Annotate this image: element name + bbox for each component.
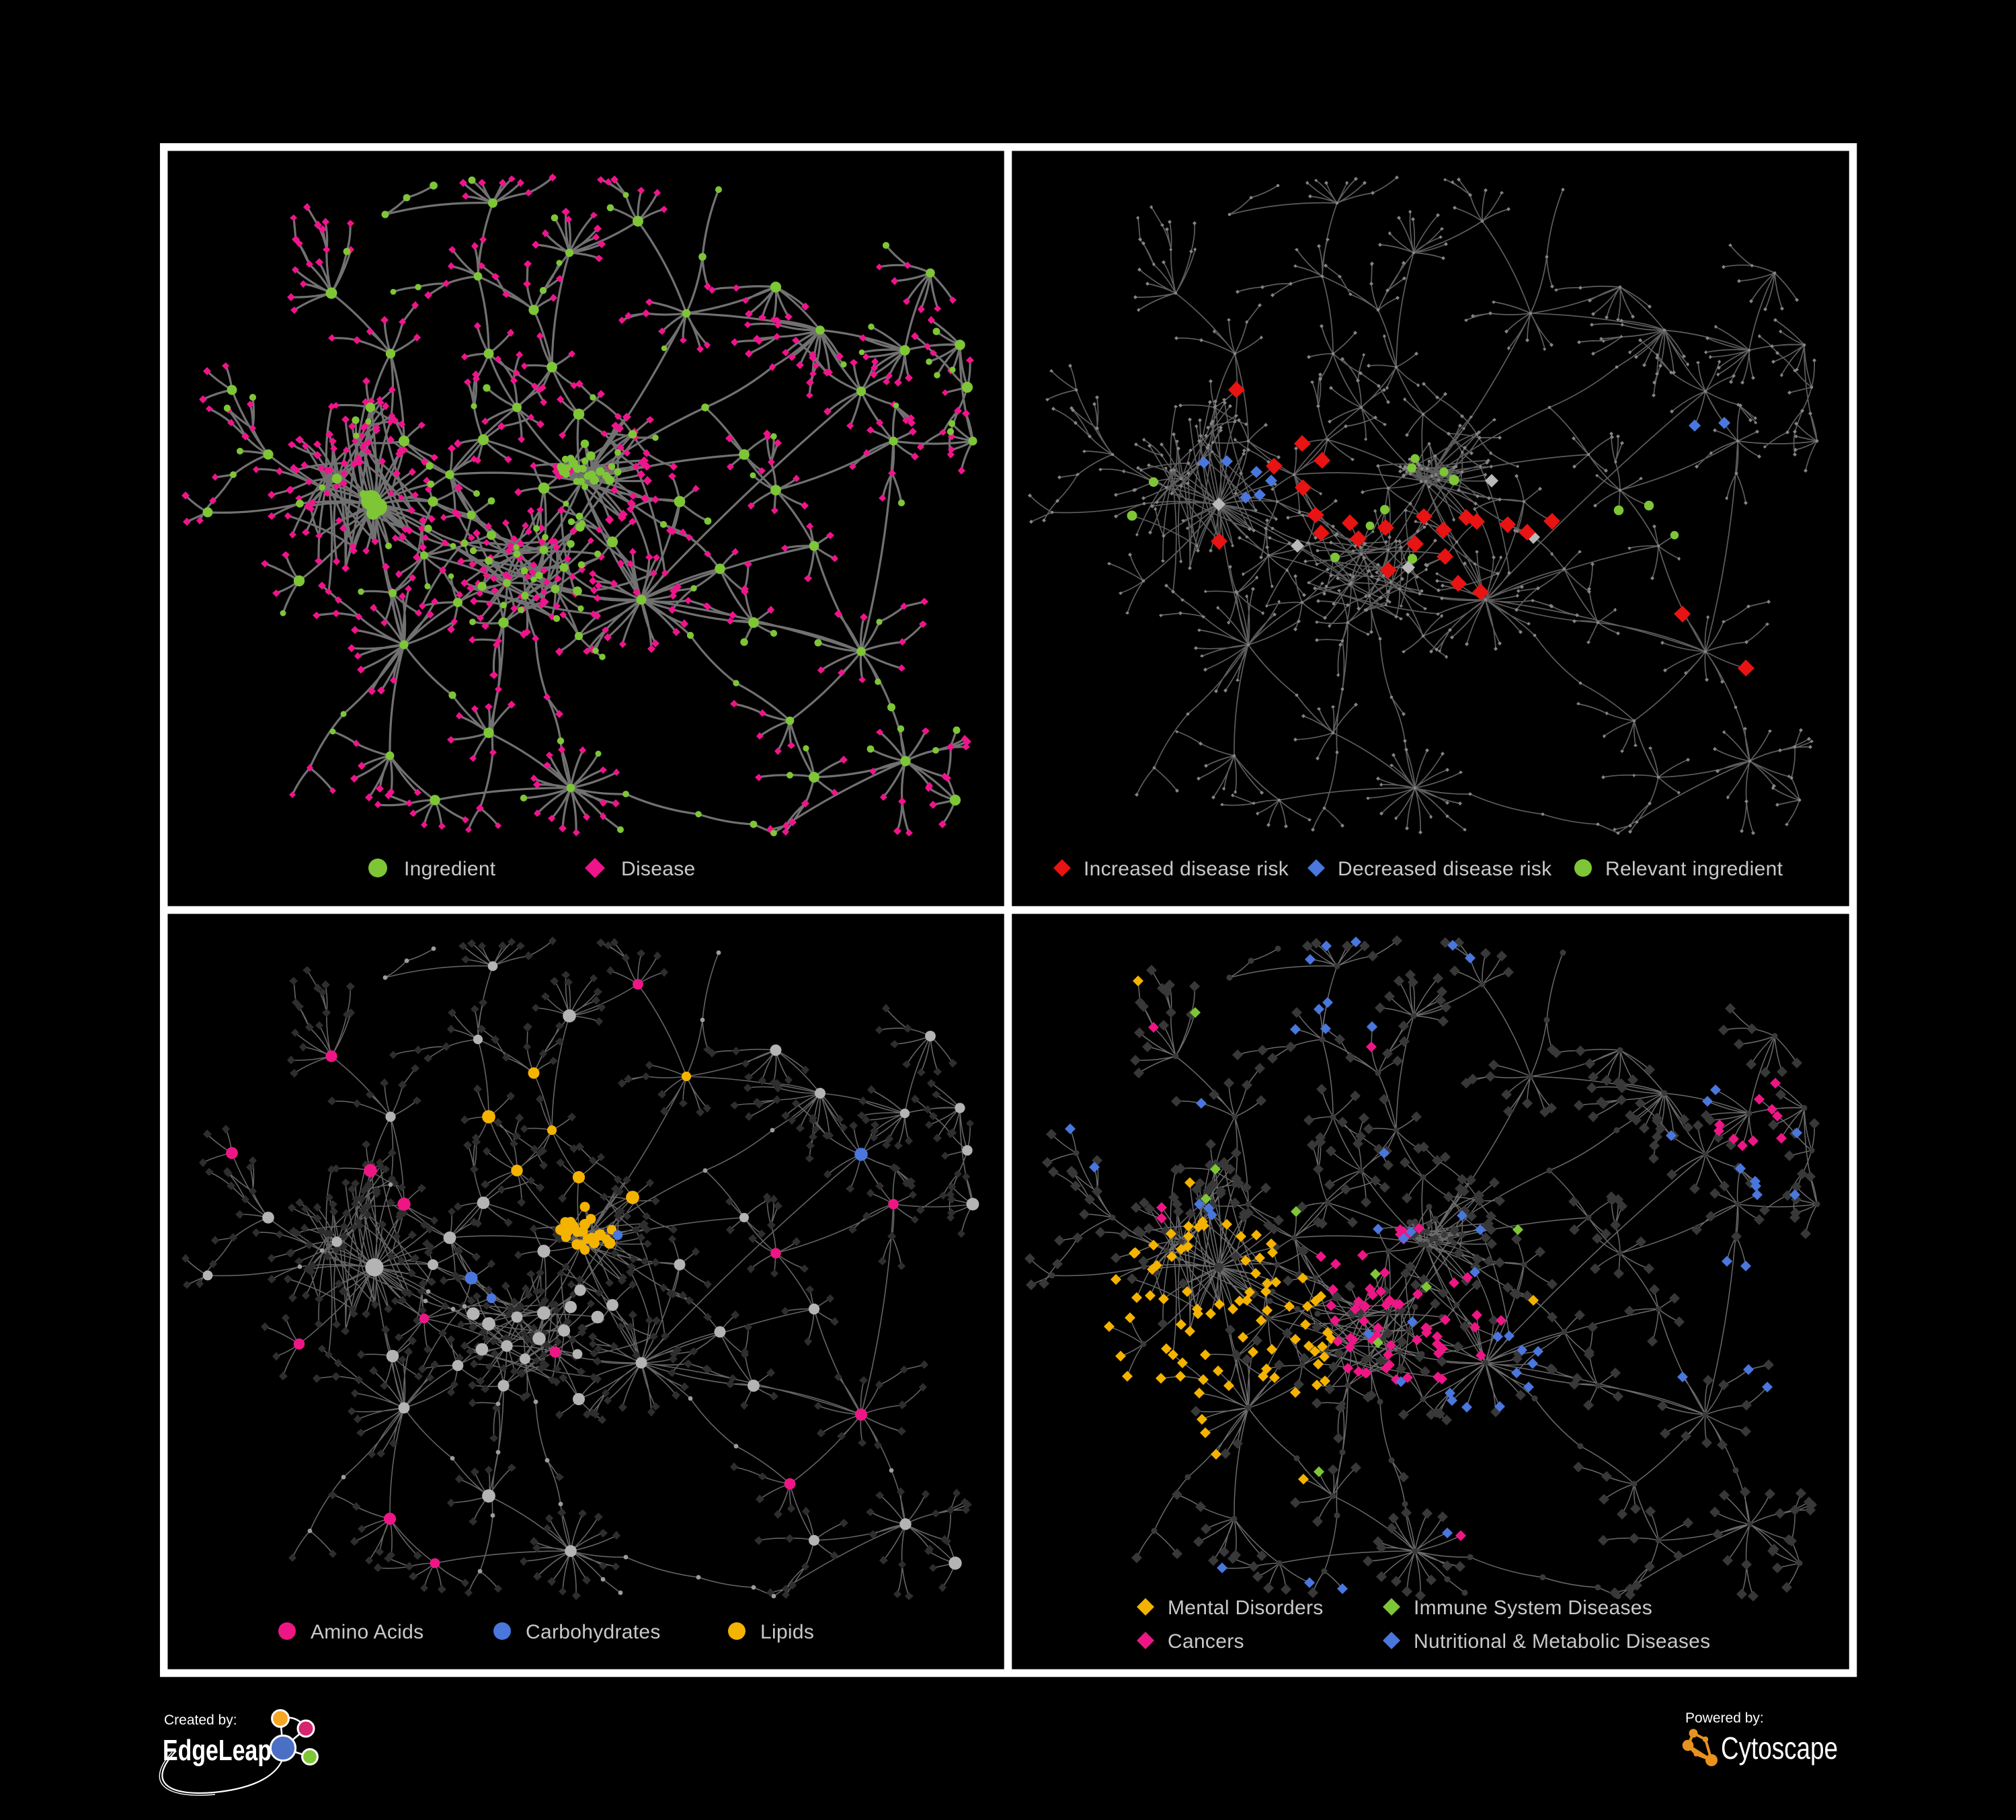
svg-text:Created by:: Created by: <box>164 1712 237 1728</box>
svg-text:Relevant ingredient: Relevant ingredient <box>1605 858 1783 880</box>
svg-text:Powered by:: Powered by: <box>1685 1710 1764 1726</box>
svg-text:EdgeLeap: EdgeLeap <box>163 1734 272 1767</box>
svg-text:Decreased disease risk: Decreased disease risk <box>1338 858 1552 880</box>
svg-text:Amino Acids: Amino Acids <box>311 1621 424 1643</box>
svg-text:Increased disease risk: Increased disease risk <box>1084 858 1289 880</box>
svg-text:Cytoscape: Cytoscape <box>1721 1731 1838 1766</box>
svg-text:Carbohydrates: Carbohydrates <box>526 1621 661 1643</box>
svg-text:Ingredient: Ingredient <box>404 858 496 880</box>
svg-text:Cancers: Cancers <box>1168 1630 1244 1653</box>
svg-text:Mental Disorders: Mental Disorders <box>1168 1597 1324 1619</box>
svg-text:Disease: Disease <box>621 858 695 880</box>
svg-text:Lipids: Lipids <box>760 1621 814 1643</box>
svg-text:Nutritional & Metabolic Diseas: Nutritional & Metabolic Diseases <box>1414 1630 1710 1653</box>
svg-text:Immune System Diseases: Immune System Diseases <box>1414 1597 1652 1619</box>
